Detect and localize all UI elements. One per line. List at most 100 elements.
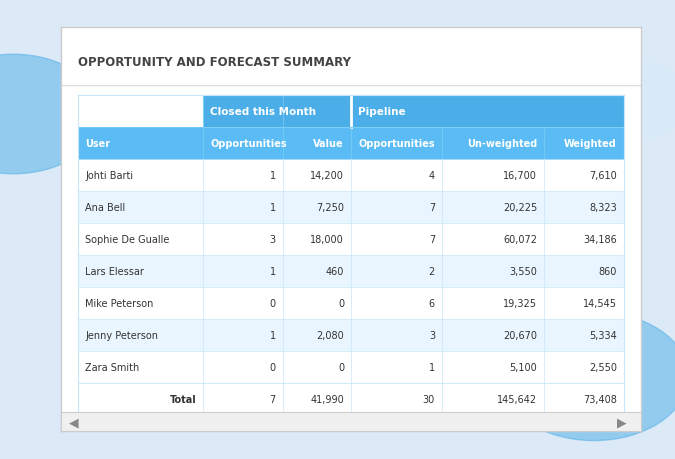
Text: Jenny Peterson: Jenny Peterson xyxy=(85,330,158,341)
Text: 7: 7 xyxy=(429,235,435,245)
Text: 7,610: 7,610 xyxy=(589,171,617,181)
Bar xyxy=(78,256,203,288)
Text: 7,250: 7,250 xyxy=(316,203,344,213)
Text: 6: 6 xyxy=(429,299,435,308)
Bar xyxy=(351,96,624,128)
Text: 14,200: 14,200 xyxy=(310,171,344,181)
Text: 3: 3 xyxy=(270,235,276,245)
Text: 19,325: 19,325 xyxy=(504,299,537,308)
Bar xyxy=(544,224,624,256)
Text: 34,186: 34,186 xyxy=(583,235,617,245)
Bar xyxy=(351,128,442,160)
Text: 3: 3 xyxy=(429,330,435,341)
Text: Un-weighted: Un-weighted xyxy=(467,139,537,149)
Bar xyxy=(544,319,624,352)
Text: 20,225: 20,225 xyxy=(503,203,537,213)
Text: 1: 1 xyxy=(270,203,276,213)
Bar xyxy=(351,319,442,352)
Bar xyxy=(78,319,203,352)
Bar xyxy=(78,96,203,128)
Bar xyxy=(442,224,544,256)
Bar xyxy=(283,383,351,415)
Bar xyxy=(544,256,624,288)
Text: Weighted: Weighted xyxy=(564,139,617,149)
Bar xyxy=(283,256,351,288)
Text: 5,334: 5,334 xyxy=(589,330,617,341)
Text: ▶: ▶ xyxy=(617,415,626,428)
Bar xyxy=(203,352,283,383)
Bar xyxy=(544,128,624,160)
Text: 18,000: 18,000 xyxy=(310,235,344,245)
Text: 0: 0 xyxy=(270,363,276,372)
Text: 30: 30 xyxy=(423,394,435,404)
Text: 0: 0 xyxy=(338,363,344,372)
Text: 2: 2 xyxy=(429,267,435,277)
Text: 2,550: 2,550 xyxy=(589,363,617,372)
Bar xyxy=(283,319,351,352)
Bar xyxy=(283,128,351,160)
Bar xyxy=(203,96,351,128)
Bar xyxy=(351,256,442,288)
Bar xyxy=(78,160,203,192)
Bar xyxy=(283,288,351,319)
Bar xyxy=(442,192,544,224)
Bar xyxy=(203,256,283,288)
Bar xyxy=(442,352,544,383)
Text: Lars Elessar: Lars Elessar xyxy=(85,267,144,277)
Text: 4: 4 xyxy=(429,171,435,181)
Text: 20,670: 20,670 xyxy=(504,330,537,341)
Bar xyxy=(78,224,203,256)
Bar xyxy=(283,352,351,383)
Bar xyxy=(203,224,283,256)
Bar xyxy=(442,383,544,415)
Bar xyxy=(78,352,203,383)
Bar xyxy=(203,288,283,319)
Text: 1: 1 xyxy=(270,171,276,181)
Text: Zara Smith: Zara Smith xyxy=(85,363,139,372)
Text: 5,100: 5,100 xyxy=(510,363,537,372)
Text: 2,080: 2,080 xyxy=(317,330,344,341)
Bar xyxy=(442,256,544,288)
Bar xyxy=(544,160,624,192)
Text: 73,408: 73,408 xyxy=(583,394,617,404)
Text: Mike Peterson: Mike Peterson xyxy=(85,299,153,308)
Bar xyxy=(544,383,624,415)
Text: 0: 0 xyxy=(338,299,344,308)
Bar xyxy=(78,288,203,319)
Text: 14,545: 14,545 xyxy=(583,299,617,308)
Text: 60,072: 60,072 xyxy=(504,235,537,245)
Bar xyxy=(283,160,351,192)
Bar xyxy=(544,288,624,319)
Bar xyxy=(351,224,442,256)
Text: 860: 860 xyxy=(599,267,617,277)
Text: 3,550: 3,550 xyxy=(510,267,537,277)
Text: 0: 0 xyxy=(270,299,276,308)
Text: 460: 460 xyxy=(325,267,344,277)
Text: Total: Total xyxy=(169,394,196,404)
Bar xyxy=(351,352,442,383)
Bar xyxy=(203,319,283,352)
Bar xyxy=(442,160,544,192)
Text: Opportunities: Opportunities xyxy=(358,139,435,149)
Text: 7: 7 xyxy=(429,203,435,213)
Bar xyxy=(203,160,283,192)
Text: ◀: ◀ xyxy=(70,415,79,428)
Text: Closed this Month: Closed this Month xyxy=(210,107,316,117)
Bar xyxy=(78,192,203,224)
Bar xyxy=(351,160,442,192)
Text: 1: 1 xyxy=(270,267,276,277)
Bar xyxy=(351,288,442,319)
Text: Opportunities: Opportunities xyxy=(210,139,287,149)
Text: Pipeline: Pipeline xyxy=(358,107,406,117)
Bar xyxy=(78,128,203,160)
Bar xyxy=(351,192,442,224)
Bar xyxy=(78,383,203,415)
Bar xyxy=(544,352,624,383)
Text: OPPORTUNITY AND FORECAST SUMMARY: OPPORTUNITY AND FORECAST SUMMARY xyxy=(78,56,351,69)
Text: Sophie De Gualle: Sophie De Gualle xyxy=(85,235,169,245)
Text: 41,990: 41,990 xyxy=(310,394,344,404)
Bar xyxy=(442,288,544,319)
Bar xyxy=(544,192,624,224)
Bar xyxy=(283,224,351,256)
Text: 7: 7 xyxy=(269,394,276,404)
